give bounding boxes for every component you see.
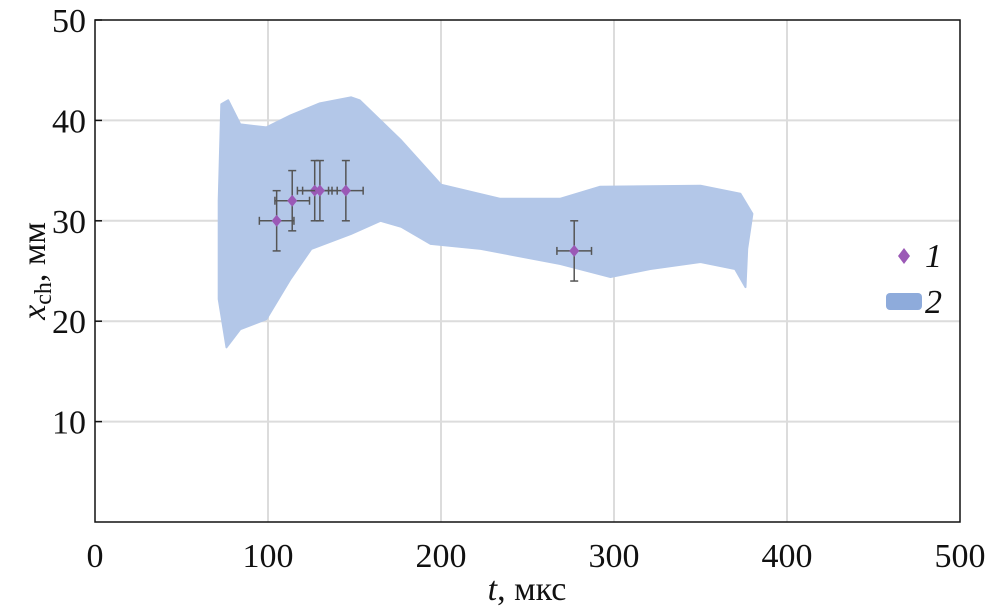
data-point (258, 189, 295, 252)
diamond-marker (569, 244, 580, 257)
band-series-2 (217, 96, 754, 349)
y-axis-label: xch, мм (16, 222, 57, 321)
legend-patch-2 (886, 293, 922, 310)
y-tick-label: 10 (52, 405, 86, 442)
y-tick-label: 20 (52, 304, 86, 341)
data-point (274, 169, 311, 232)
y-tick-label: 50 (52, 3, 86, 40)
tick-labels: 0 100 200 300 400 500 10 20 30 40 50 (52, 3, 986, 575)
legend: 1 2 (886, 238, 942, 321)
data-point (327, 159, 364, 222)
x-tick-label: 100 (243, 538, 294, 575)
diamond-marker (314, 184, 325, 197)
x-tick-label: 500 (935, 538, 986, 575)
diamond-marker (340, 184, 351, 197)
legend-label-1: 1 (925, 238, 942, 275)
x-axis-label: t, мкс (488, 571, 567, 608)
legend-label-2: 2 (925, 284, 942, 321)
x-tick-label: 400 (762, 538, 813, 575)
y-tick-label: 30 (52, 204, 86, 241)
plot-frame (94, 19, 961, 523)
x-tick-label: 300 (589, 538, 640, 575)
x-tick-label: 0 (87, 538, 104, 575)
data-point (301, 159, 338, 222)
band-area (217, 96, 754, 349)
points-series-1 (258, 159, 593, 282)
y-tick-label: 40 (52, 103, 86, 140)
diamond-marker (287, 194, 298, 207)
legend-marker-1 (898, 248, 910, 264)
diamond-marker (271, 214, 282, 227)
data-point (556, 220, 593, 282)
x-tick-label: 200 (416, 538, 467, 575)
